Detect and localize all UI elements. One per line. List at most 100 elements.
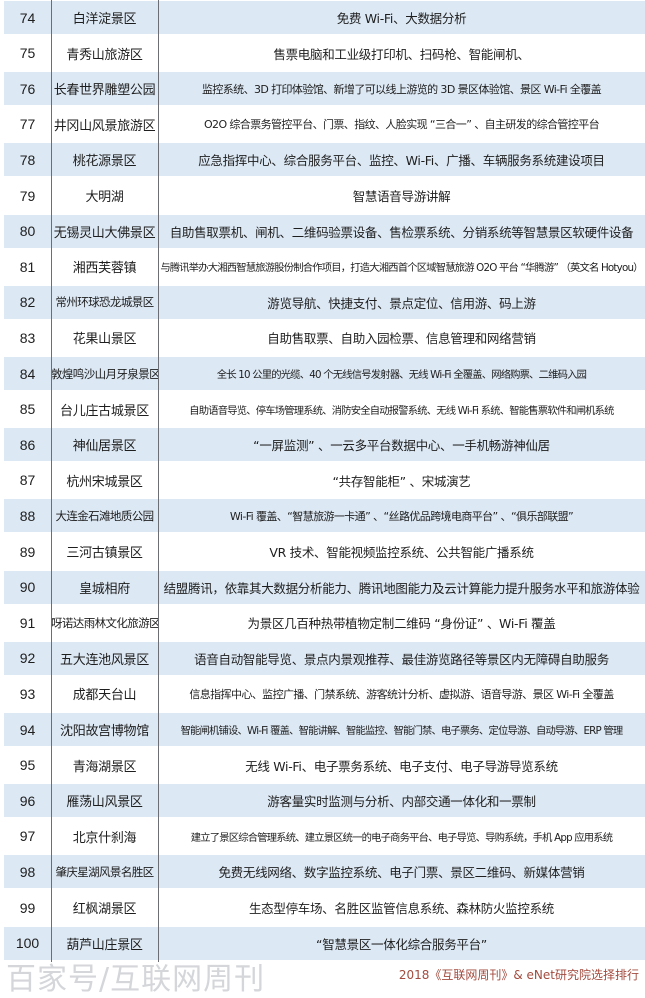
smart-tech-description: 自助售取票机、闸机、二维码验票设备、售检票系统、分销系统等智慧景区软硬件设备	[169, 224, 634, 240]
smart-tech-description: 全长 10 公里的光缆、40 个无线信号发射器、无线 Wi-Fi 全覆盖、网络购…	[216, 369, 587, 381]
row-number: 99	[19, 899, 36, 916]
smart-tech-description: 游览导航、快捷支付、景点定位、信用游、码上游	[267, 295, 536, 311]
scenic-area-name: 葫芦山庄景区	[66, 937, 143, 953]
table-row: 85 台儿庄古城景区 自助语音导览、停车场管理系统、消防安全自动报警系统、无线 Wi…	[4, 393, 645, 426]
scenic-area-name: 长春世界雕塑公园	[53, 83, 156, 99]
table-row: 90 皇城相府 结盟腾讯，依靠其大数据分析能力、腾讯地图能力及云计算能力提升服务水平…	[4, 570, 645, 604]
table-row: 100 葫芦山庄景区 “智慧景区一体化综合服务平台”	[4, 926, 645, 960]
scenic-area-name: 杭州宋城景区	[66, 474, 143, 490]
table-row: 92 五大连池风景区 语音自动智能导览、景点内景观推荐、最佳游览路径等景区内无障碍自…	[4, 641, 645, 675]
smart-tech-description: “共存智能柜” 、宋城演艺	[332, 473, 471, 489]
row-number: 74	[19, 9, 36, 26]
smart-tech-description: 应急指挥中心、综合服务平台、监控、Wi-Fi、广播、车辆服务系统建设项目	[198, 153, 605, 169]
row-number: 84	[19, 365, 36, 382]
table-row: 89 三河古镇景区 VR 技术、智能视频监控系统、公共智能广播系统	[4, 535, 645, 568]
table-row: 75 青秀山旅游区 售票电脑和工业级打印机、扫码枪、智能闸机、	[4, 37, 645, 70]
scenic-area-name: 台儿庄古城景区	[60, 403, 149, 419]
smart-tech-description: VR 技术、智能视频监控系统、公共智能广播系统	[269, 545, 534, 560]
smart-tech-description: 信息指挥中心、监控广播、门禁系统、游客统计分析、虚拟游、语音导游、景区 Wi-F…	[189, 687, 614, 701]
column-divider	[51, 0, 52, 962]
table-row: 88 大连金石滩地质公园 Wi-Fi 覆盖、“智慧旅游一卡通” 、“丝路优品跨境电商…	[4, 499, 645, 533]
smart-tech-description: 无线 Wi-Fi、电子票务系统、电子支付、电子导游导览系统	[245, 758, 558, 774]
row-number: 77	[19, 116, 36, 133]
table-row: 91 呀诺达雨林文化旅游区 为景区几百种热带植物定制二维码 “身份证” 、Wi-Fi…	[4, 606, 645, 639]
table-row: 76 长春世界雕塑公园 监控系统、3D 打印体验馆、新增了可以线上游览的 3D 景区…	[4, 72, 645, 106]
row-number: 91	[19, 614, 36, 631]
scenic-area-name: 大连金石滩地质公园	[55, 508, 154, 523]
smart-tech-description: 监控系统、3D 打印体验馆、新增了可以线上游览的 3D 景区体验馆、景区 Wi-…	[201, 82, 602, 96]
scenic-area-name: 红枫湖景区	[72, 902, 137, 917]
row-number: 80	[19, 223, 36, 240]
row-number: 82	[19, 294, 36, 311]
scenic-area-name: 三河古镇景区	[66, 546, 143, 561]
row-number: 97	[19, 828, 36, 845]
scenic-area-name: 花果山景区	[72, 332, 137, 348]
smart-tech-description: 建立了景区综合管理系统、建立景区统一的电子商务平台、电子导览、导购系统，手机 A…	[190, 831, 613, 844]
scenic-area-name: 成都天台山	[72, 688, 137, 704]
row-number: 98	[19, 863, 36, 880]
scenic-area-name: 常州环球恐龙城景区	[55, 295, 154, 310]
row-number: 75	[19, 45, 36, 62]
smart-tech-description: 结盟腾讯，依靠其大数据分析能力、腾讯地图能力及云计算能力提升服务水平和旅游体验	[163, 580, 640, 596]
row-number: 81	[19, 258, 36, 275]
table-row: 98 肇庆星湖风景名胜区 免费无线网络、数字监控系统、电子门票、景区二维码、新媒体营…	[4, 855, 645, 889]
scenic-area-name: 神仙居景区	[72, 439, 137, 455]
table-row: 93 成都天台山 信息指挥中心、监控广播、门禁系统、游客统计分析、虚拟游、语音导游、…	[4, 677, 645, 710]
scenic-area-name: 肇庆星湖风景名胜区	[55, 864, 154, 879]
row-number: 96	[19, 792, 36, 809]
source-caption: 2018《互联网周刊》& eNet研究院选择排行	[398, 968, 639, 982]
row-number: 100	[15, 935, 40, 952]
smart-tech-description: 自助售取票、自助入园检票、信息管理和网络营销	[267, 331, 536, 347]
table-row: 83 花果山景区 自助售取票、自助入园检票、信息管理和网络营销	[4, 321, 645, 354]
scenic-area-name: 青海湖景区	[72, 759, 137, 775]
row-number: 88	[19, 507, 36, 524]
row-number: 76	[19, 80, 36, 97]
table-row: 95 青海湖景区 无线 Wi-Fi、电子票务系统、电子支付、电子导游导览系统	[4, 749, 645, 782]
scenic-area-name: 呀诺达雨林文化旅游区	[51, 615, 158, 630]
smart-tech-description: 智能闸机铺设、Wi-Fi 覆盖、智能讲解、智能监控、智能门禁、电子票务、定位导游…	[180, 725, 624, 737]
smart-tech-description: 智慧语音导游讲解	[352, 189, 451, 204]
table-row: 81 湘西芙蓉镇 与腾讯举办大湘西智慧旅游股份制合作项目，打造大湘西首个区域智慧旅游…	[4, 250, 645, 283]
smart-tech-description: “智慧景区一体化综合服务平台”	[316, 936, 487, 952]
table-row: 79 大明湖 智慧语音导游讲解	[4, 179, 645, 212]
table-row: 80 无锡灵山大佛景区 自助售取票机、闸机、二维码验票设备、售检票系统、分销系统等智…	[4, 214, 645, 248]
row-number: 94	[19, 721, 36, 738]
table-row: 96 雁荡山风景区 游客量实时监测与分析、内部交通一体化和一票制	[4, 784, 645, 818]
smart-tech-description: 语音自动智能导览、景点内景观推荐、最佳游览路径等景区内无障碍自助服务	[194, 651, 609, 667]
smart-tech-description: “一屏监测” 、一云多平台数据中心、一手机畅游神仙居	[253, 438, 550, 454]
row-number: 87	[19, 472, 36, 489]
row-number: 90	[19, 579, 36, 596]
row-number: 86	[19, 436, 36, 453]
scenic-area-name: 青秀山旅游区	[66, 47, 143, 63]
scenic-area-name: 五大连池风景区	[60, 652, 149, 668]
table-row: 99 红枫湖景区 生态型停车场、名胜区监管信息系统、森林防火监控系统	[4, 891, 645, 924]
smart-tech-description: 为景区几百种热带植物定制二维码 “身份证” 、Wi-Fi 覆盖	[247, 616, 556, 632]
smart-tech-description: 售票电脑和工业级打印机、扫码枪、智能闸机、	[273, 46, 530, 62]
watermark: 百家号/互联网周刊	[6, 962, 266, 997]
smart-tech-description: 与腾讯举办大湘西智慧旅游股份制合作项目，打造大湘西首个区域智慧旅游 O2O 平台…	[160, 262, 643, 275]
table-row: 78 桃花源景区 应急指挥中心、综合服务平台、监控、Wi-Fi、广播、车辆服务系统建…	[4, 143, 645, 177]
table-row: 77 井冈山风景旅游区 O2O 综合票务管控平台、门票、指纹、人脸实现 “三合一” …	[4, 108, 645, 141]
scenic-area-name: 白洋淀景区	[72, 12, 137, 27]
row-number: 83	[19, 329, 36, 346]
column-divider	[158, 0, 159, 962]
table-row: 94 沈阳故宫博物馆 智能闸机铺设、Wi-Fi 覆盖、智能讲解、智能监控、智能门禁、…	[4, 713, 645, 746]
scenic-area-name: 敦煌鸣沙山月牙泉景区	[51, 366, 158, 381]
scenic-area-name: 沈阳故宫博物馆	[60, 724, 149, 739]
table-row: 87 杭州宋城景区 “共存智能柜” 、宋城演艺	[4, 464, 645, 497]
row-number: 79	[19, 187, 36, 204]
row-number: 85	[19, 401, 36, 418]
row-number: 95	[19, 757, 36, 774]
scenic-area-name: 北京什刹海	[72, 830, 137, 846]
smart-tech-description: 游客量实时监测与分析、内部交通一体化和一票制	[267, 794, 536, 810]
scenic-area-name: 桃花源景区	[72, 154, 137, 170]
table-row: 74 白洋淀景区 免费 Wi-Fi、大数据分析	[4, 1, 645, 34]
smart-tech-description: 免费 Wi-Fi、大数据分析	[336, 11, 467, 26]
table-row: 82 常州环球恐龙城景区 游览导航、快捷支付、景点定位、信用游、码上游	[4, 285, 645, 319]
scenic-area-name: 湘西芙蓉镇	[72, 261, 137, 277]
smart-tech-description: 免费无线网络、数字监控系统、电子门票、景区二维码、新媒体营销	[218, 865, 585, 881]
row-number: 93	[19, 685, 36, 702]
smart-tech-description: 自助语音导览、停车场管理系统、消防安全自动报警系统、无线 Wi-Fi 系统、智能…	[189, 404, 614, 417]
scenic-area-name: 皇城相府	[79, 581, 130, 597]
row-number: 78	[19, 151, 36, 168]
